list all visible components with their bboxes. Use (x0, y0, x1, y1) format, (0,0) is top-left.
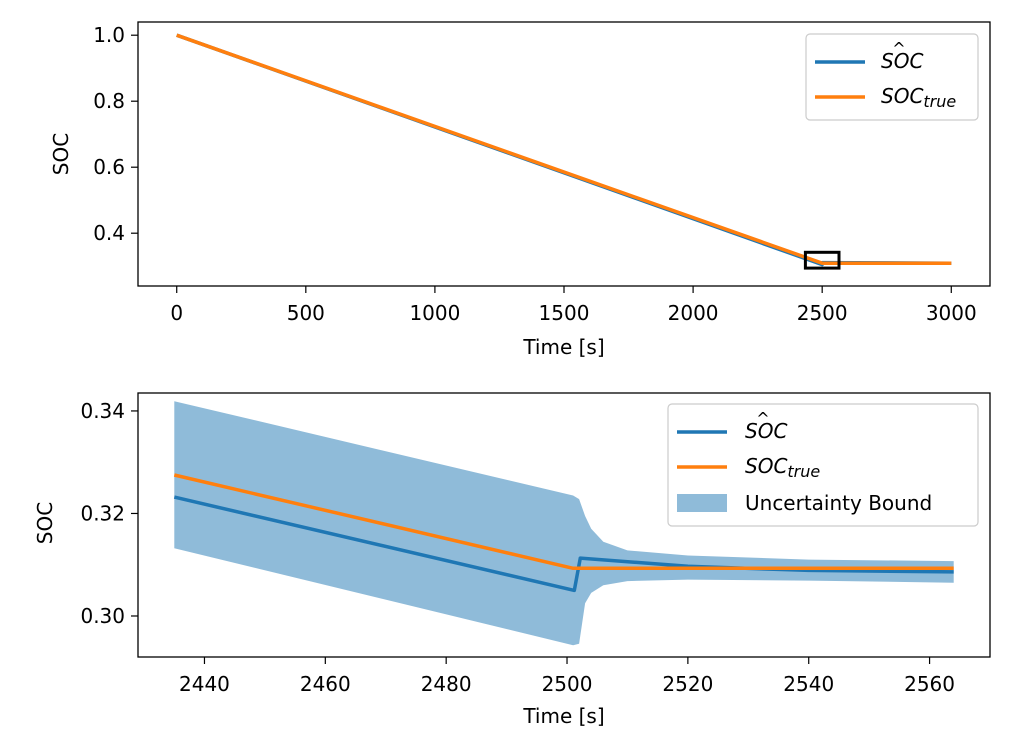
legend-label-soc-true: SOCtrue (881, 84, 956, 111)
y-axis-label-bottom: SOC (33, 502, 57, 544)
x-tick-label: 2560 (904, 672, 955, 696)
x-tick-label: 1500 (539, 301, 590, 325)
x-tick-label: 2480 (421, 672, 472, 696)
legend-label-soc-hat: SOC (881, 49, 923, 73)
legend-entry-soc-hat: SOC ^ (881, 39, 923, 73)
legend-label-soc-true-sub: true (923, 92, 956, 111)
legend-hat-mark: ^ (756, 409, 769, 428)
series-line-soc-hat (173, 495, 954, 593)
chart-bottom: 2440 2460 2480 2500 2520 2540 2560 0.30 0.32 0.34… (33, 392, 991, 728)
y-tick-label: 1.0 (93, 23, 125, 47)
y-tick-label: 0.30 (80, 604, 125, 628)
zoom-box (803, 250, 841, 270)
y-tick-label: 0.4 (93, 221, 125, 245)
axes-frame-top (137, 21, 991, 287)
series-line-soc-true (176, 33, 952, 265)
y-axis-label-top: SOC (49, 133, 73, 175)
legend-label-uncertainty-band: Uncertainty Bound (745, 491, 932, 515)
legend-top: SOC ^ SOCtrue (805, 33, 979, 121)
y-tick-label: 0.32 (80, 501, 125, 525)
x-tick-label: 2440 (179, 672, 230, 696)
x-tick-label: 2500 (542, 672, 593, 696)
x-tick-label: 2520 (662, 672, 713, 696)
x-axis-label-bottom: Time [s] (522, 704, 604, 728)
chart-top: 0 500 1000 1500 2000 2500 3000 0.4 0.6 0.8 1.0 Tim… (49, 21, 991, 359)
y-tick-label: 0.6 (93, 155, 125, 179)
x-tick-label: 1000 (409, 301, 460, 325)
x-tick-label: 3000 (926, 301, 977, 325)
uncertainty-band (174, 401, 954, 646)
x-tick-label: 2460 (300, 672, 351, 696)
legend-swatch-uncertainty-band (677, 494, 727, 512)
axes-frame-bottom (137, 392, 991, 658)
x-tick-label: 500 (287, 301, 325, 325)
legend-entry-soc-hat: SOC ^ (745, 409, 787, 443)
legend-label-soc-true-sub: true (787, 462, 820, 481)
legend-label-soc-true-base: SOC (881, 84, 923, 108)
legend-bottom: SOC ^ SOCtrue Uncertainty Bound (667, 403, 979, 527)
legend-label-soc-true-base: SOC (745, 454, 787, 478)
x-tick-label: 2540 (783, 672, 834, 696)
legend-frame (667, 403, 979, 527)
series-line-soc-true (173, 473, 954, 571)
y-tick-label: 0.8 (93, 89, 125, 113)
legend-label-soc-hat: SOC (745, 419, 787, 443)
x-axis-label-top: Time [s] (522, 335, 604, 359)
x-tick-label: 2500 (797, 301, 848, 325)
legend-label-soc-true: SOCtrue (745, 454, 820, 481)
legend-hat-mark: ^ (892, 39, 905, 58)
x-tick-label: 2000 (668, 301, 719, 325)
y-tick-label: 0.34 (80, 399, 125, 423)
x-tick-label: 0 (170, 301, 183, 325)
